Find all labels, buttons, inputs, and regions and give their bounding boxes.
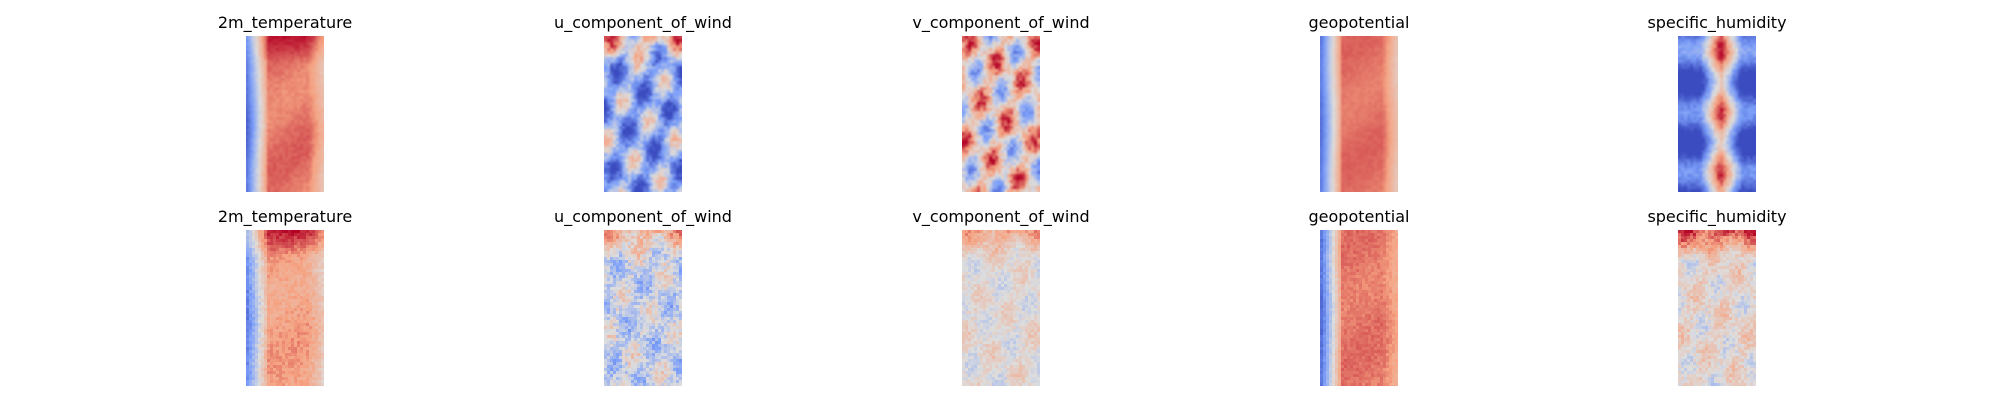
- heatmap-image: [604, 230, 682, 386]
- heatmap-title: geopotential: [1308, 207, 1410, 226]
- heatmap-image: [1678, 230, 1756, 386]
- heatmap-image: [962, 36, 1040, 192]
- heatmap-image: [1320, 36, 1398, 192]
- heatmap-image: [962, 230, 1040, 386]
- heatmap-title: v_component_of_wind: [912, 13, 1090, 32]
- heatmap-image: [1320, 230, 1398, 386]
- heatmap-title: u_component_of_wind: [554, 207, 732, 226]
- heatmap-title: u_component_of_wind: [554, 13, 732, 32]
- heatmap-title: geopotential: [1308, 13, 1410, 32]
- heatmap-image: [246, 36, 324, 192]
- heatmap-title: specific_humidity: [1647, 207, 1787, 226]
- heatmap-title: 2m_temperature: [217, 207, 353, 226]
- heatmap-image: [604, 36, 682, 192]
- heatmap-title: 2m_temperature: [217, 13, 353, 32]
- heatmap-image: [246, 230, 324, 386]
- heatmap-title: specific_humidity: [1647, 13, 1787, 32]
- heatmap-title: v_component_of_wind: [912, 207, 1090, 226]
- heatmap-image: [1678, 36, 1756, 192]
